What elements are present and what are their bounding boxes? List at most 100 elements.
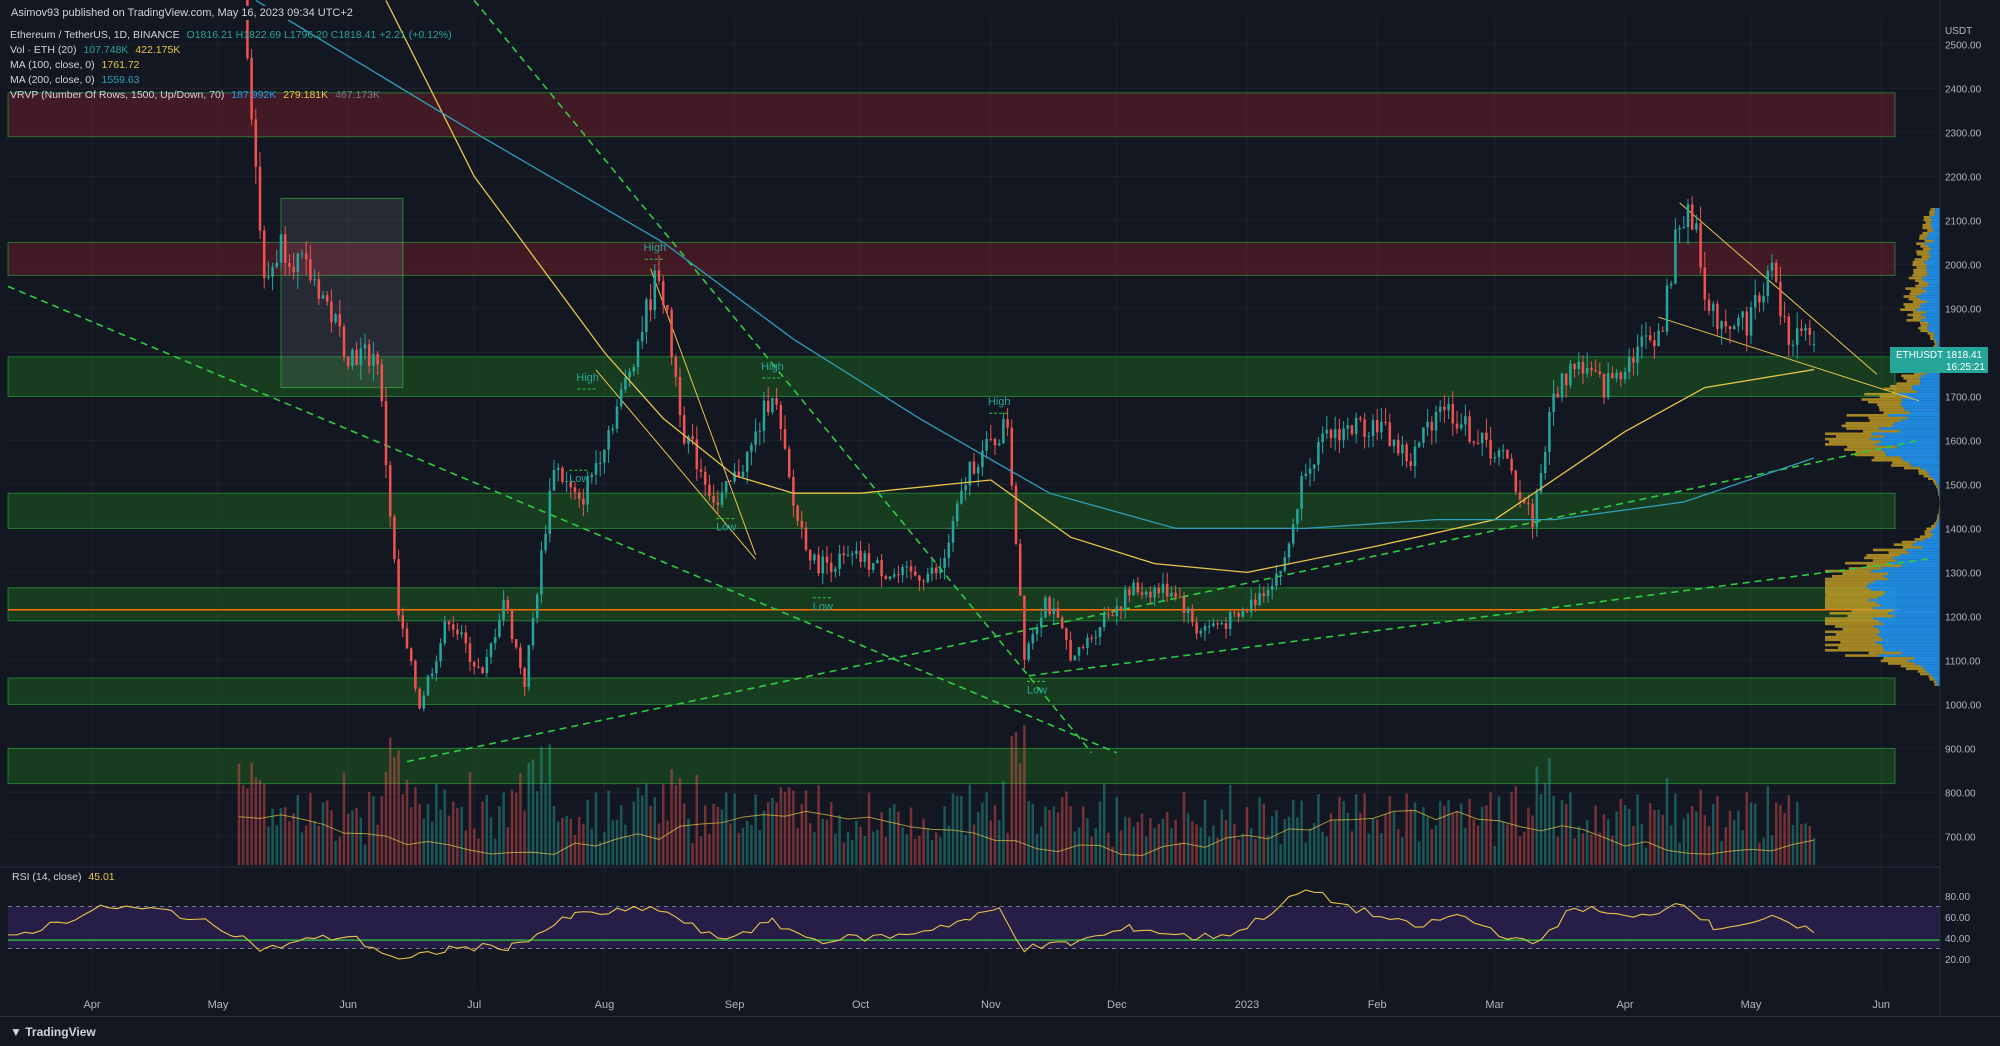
- volume-bar: [759, 830, 762, 865]
- candle-bull: [1116, 606, 1119, 616]
- candle-bull: [1170, 593, 1173, 597]
- candle-bull: [1258, 593, 1261, 605]
- rsi-tick-label: 20.00: [1945, 955, 1970, 966]
- legend-symbol-row[interactable]: Ethereum / TetherUS, 1D, BINANCE O1816.2…: [10, 28, 452, 43]
- volume-bar: [1611, 836, 1614, 865]
- volume-bar: [700, 836, 703, 865]
- vrvp-up-bar: [1874, 625, 1940, 628]
- candle-bull: [1792, 345, 1795, 346]
- candle-bull: [721, 492, 724, 504]
- candle-bear: [305, 254, 308, 260]
- volume-bar: [910, 807, 913, 865]
- vrvp-down-bar: [1848, 615, 1895, 618]
- vrvp-up-bar: [1900, 554, 1940, 557]
- vrvp-up-bar: [1929, 673, 1940, 676]
- vrvp-up-bar: [1934, 332, 1940, 335]
- vrvp-down-bar: [1920, 322, 1928, 325]
- vrvp-down-bar: [1922, 232, 1928, 235]
- vrvp-down-bar: [1913, 300, 1927, 303]
- price-tick-label: 1000.00: [1945, 700, 1982, 711]
- chart-legend: Ethereum / TetherUS, 1D, BINANCE O1816.2…: [10, 28, 452, 103]
- candle-bear: [1405, 445, 1408, 462]
- candle-bull: [901, 567, 904, 575]
- vrvp-down-bar: [1926, 221, 1931, 224]
- volume-bar: [1720, 841, 1723, 865]
- candle-bear: [1456, 424, 1459, 429]
- candle-bull: [498, 620, 501, 637]
- volume-bar: [486, 795, 489, 865]
- volume-bar: [1124, 817, 1127, 865]
- vrvp-up-bar: [1874, 580, 1940, 583]
- price-tick-label: 2400.00: [1945, 84, 1982, 95]
- footer-bar: ▼ TradingView: [0, 1016, 2000, 1046]
- rsi-legend[interactable]: RSI (14, close) 45.01: [12, 871, 115, 883]
- volume-bar: [1011, 736, 1014, 865]
- candle-bear: [284, 234, 287, 263]
- volume-bar: [242, 785, 245, 865]
- candle-bear: [1758, 295, 1761, 302]
- vrvp-up-bar: [1901, 419, 1940, 422]
- candle-bear: [456, 630, 459, 635]
- candle-bear: [1632, 357, 1635, 362]
- vrvp-down-bar: [1924, 219, 1932, 222]
- volume-bar: [1225, 820, 1228, 865]
- candle-bull: [271, 267, 274, 277]
- candle-bull: [1624, 372, 1627, 379]
- candle-bear: [1330, 430, 1333, 438]
- candle-bear: [1410, 461, 1413, 466]
- candle-bear: [355, 350, 358, 365]
- candle-bear: [393, 517, 396, 560]
- candle-bear: [1603, 374, 1606, 397]
- volume-bar: [1779, 805, 1782, 865]
- vrvp-up-bar: [1876, 641, 1940, 644]
- legend-vrvp-v2: 279.181K: [283, 89, 328, 101]
- candle-bear: [402, 615, 405, 628]
- volume-bar: [746, 821, 749, 865]
- legend-volume-row[interactable]: Vol · ETH (20) 107.748K 422.175K: [10, 43, 452, 58]
- vrvp-down-bar: [1925, 533, 1933, 536]
- vrvp-down-bar: [1913, 311, 1926, 314]
- candle-bear: [1254, 600, 1257, 606]
- candle-bear: [414, 661, 417, 689]
- legend-ma200-row[interactable]: MA (200, close, 0) 1559.63: [10, 73, 452, 88]
- vrvp-down-bar: [1919, 237, 1926, 240]
- candle-bull: [1804, 328, 1807, 331]
- candle-bear: [519, 647, 522, 668]
- vrvp-down-bar: [1868, 401, 1902, 404]
- volume-bar: [1254, 839, 1257, 865]
- volume-bar: [1620, 799, 1623, 865]
- vrvp-down-bar: [1825, 594, 1883, 597]
- legend-ma100-row[interactable]: MA (100, close, 0) 1761.72: [10, 58, 452, 73]
- candle-bear: [1090, 638, 1093, 639]
- volume-bar: [805, 790, 808, 865]
- volume-bar: [574, 835, 577, 865]
- vrvp-up-bar: [1916, 308, 1940, 311]
- vrvp-down-bar: [1918, 327, 1927, 330]
- candle-bear: [1473, 442, 1476, 443]
- price-tag-countdown: 16:25:21: [1946, 362, 1985, 373]
- candle-bull: [313, 279, 316, 280]
- candle-bull: [1229, 612, 1232, 629]
- candle-bear: [683, 415, 686, 443]
- volume-bar: [1540, 794, 1543, 865]
- candle-bear: [1783, 316, 1786, 317]
- pivot-label: Low: [1027, 684, 1047, 696]
- rsi-tick-label: 40.00: [1945, 934, 1970, 945]
- candle-bull: [595, 463, 598, 475]
- volume-bar: [418, 804, 421, 865]
- vrvp-down-bar: [1825, 586, 1866, 589]
- legend-vrvp-row[interactable]: VRVP (Number Of Rows, 1500, Up/Down, 70)…: [10, 88, 452, 103]
- candle-bear: [775, 398, 778, 405]
- volume-bar: [1788, 795, 1791, 865]
- volume-bar: [767, 802, 770, 865]
- vrvp-up-bar: [1920, 298, 1940, 301]
- candle-bull: [1250, 600, 1253, 612]
- volume-bar: [473, 829, 476, 865]
- vrvp-up-bar: [1882, 644, 1940, 647]
- candle-bear: [1023, 596, 1026, 660]
- volume-bar: [1414, 802, 1417, 865]
- volume-bar: [763, 811, 766, 865]
- volume-bar: [1649, 803, 1652, 865]
- tradingview-logo[interactable]: ▼ TradingView: [10, 1025, 96, 1039]
